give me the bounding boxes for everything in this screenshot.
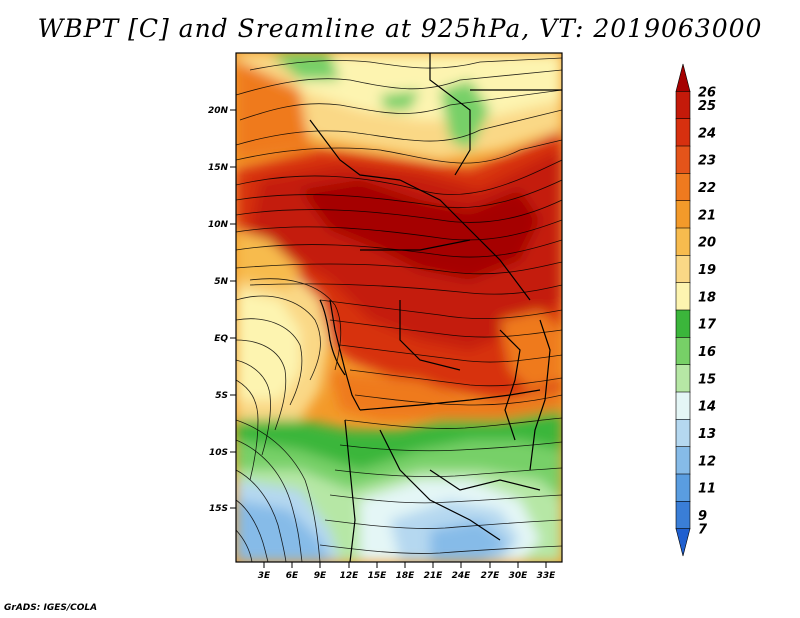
colorbar-label: 17: [698, 318, 717, 333]
colorbar-label: 22: [698, 181, 716, 196]
colorbar-label: 7: [698, 523, 708, 538]
lon-label: 21E: [424, 571, 444, 581]
lat-label: 15S: [209, 504, 228, 514]
colorbar-swatch: [675, 91, 691, 120]
colorbar-label: 25: [698, 99, 716, 114]
colorbar-label: 20: [698, 236, 716, 251]
lon-label: 18E: [396, 571, 416, 581]
streamlines: [236, 57, 562, 562]
colorbar-label: 26: [698, 85, 716, 100]
lat-label: 10S: [209, 448, 228, 458]
footer-credit: GrADS: IGES/COLA: [4, 603, 98, 613]
colorbar-label: 19: [698, 263, 716, 278]
lon-label: 24E: [452, 571, 472, 581]
colorbar-label: 12: [698, 454, 716, 469]
map-frame: [235, 52, 563, 563]
colorbar-swatch: [675, 446, 691, 475]
colorbar-swatch: [675, 528, 691, 557]
colorbar-label: 23: [698, 154, 716, 169]
lon-label: 6E: [286, 571, 299, 581]
lat-label: 15N: [208, 163, 229, 173]
lat-label: 5S: [215, 391, 228, 401]
colorbar-swatch: [675, 63, 691, 92]
colorbar-swatch: [675, 419, 691, 448]
colorbar-swatch: [675, 501, 691, 530]
longitude-labels: 3E 6E 9E 12E 15E 18E 21E 24E 27E 30E 33E: [258, 571, 556, 581]
colorbar-swatch: [675, 227, 691, 256]
colorbar-swatch: [675, 255, 691, 284]
colorbar-label: 24: [698, 126, 716, 141]
axis-ticks: [230, 109, 547, 568]
lat-label: 10N: [208, 220, 229, 230]
lon-label: 12E: [340, 571, 360, 581]
map-title: WBPT [C] and Sreamline at 925hPa, VT: 20…: [37, 14, 763, 43]
lat-label: EQ: [214, 334, 228, 344]
lon-label: 3E: [258, 571, 271, 581]
lon-label: 27E: [481, 571, 501, 581]
lat-label: 5N: [214, 277, 228, 287]
colorbar-swatch: [675, 282, 691, 311]
latitude-labels: 20N 15N 10N 5N EQ 5S 10S 15S: [208, 106, 229, 514]
colorbar-label: 9: [698, 509, 707, 524]
lon-label: 9E: [314, 571, 327, 581]
colorbar-label: 21: [698, 208, 716, 223]
colorbar-label: 16: [698, 345, 716, 360]
lon-label: 33E: [537, 571, 557, 581]
colorbar-swatch: [675, 145, 691, 174]
temperature-field: [236, 53, 562, 562]
colorbar-swatch: [675, 173, 691, 202]
colorbar-swatch: [675, 309, 691, 338]
colorbar-swatch: [675, 391, 691, 420]
colorbar-swatch: [675, 473, 691, 502]
boundaries: [309, 53, 562, 562]
lon-label: 30E: [509, 571, 529, 581]
colorbar-label: 14: [698, 400, 716, 415]
colorbar-label: 11: [698, 482, 716, 497]
lat-label: 20N: [208, 106, 229, 116]
colorbar-swatch: [675, 364, 691, 393]
colorbar-label: 13: [698, 427, 716, 442]
colorbar-swatch: [675, 118, 691, 147]
colorbar-swatch: [675, 200, 691, 229]
colorbar-label: 18: [698, 290, 716, 305]
lon-label: 15E: [368, 571, 388, 581]
colorbar-label: 15: [698, 372, 716, 387]
colorbar-swatch: [675, 337, 691, 366]
